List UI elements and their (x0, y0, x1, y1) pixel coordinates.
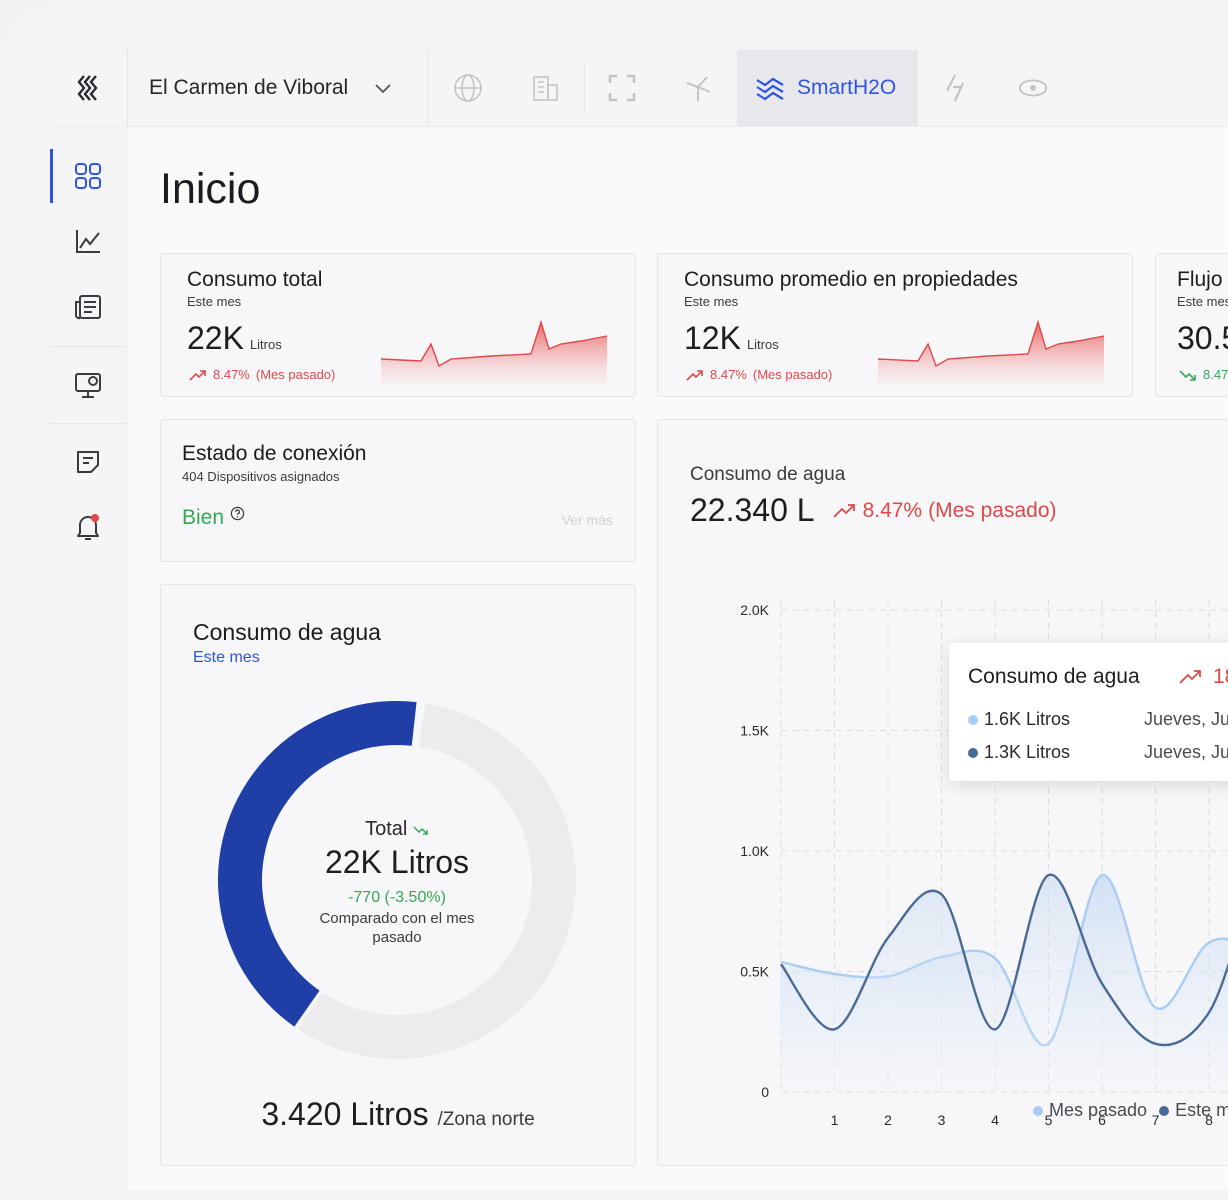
expand-icon[interactable] (606, 72, 638, 104)
trend-up-icon (686, 369, 704, 381)
note-icon (74, 448, 102, 476)
news-icon (74, 293, 102, 321)
sidebar-item-analytics[interactable] (50, 219, 126, 263)
legend-dot (968, 715, 978, 725)
trend-down-icon (1179, 369, 1197, 381)
orbit-icon[interactable] (1017, 72, 1049, 104)
bell-icon (74, 512, 102, 542)
y-tick-label: 1.0K (740, 843, 769, 859)
kpi-card-average[interactable]: Consumo promedio en propiedades Este mes… (657, 253, 1133, 397)
sparkline (381, 314, 609, 384)
tooltip-title: Consumo de agua (968, 665, 1140, 689)
tooltip-row-last-month: 1.6K Litros (968, 709, 1070, 730)
tab-label: SmartH2O (797, 76, 896, 100)
x-tick-label: 2 (884, 1112, 892, 1128)
sidebar-item-notes[interactable] (50, 440, 126, 484)
connection-status: Bien (182, 506, 245, 530)
trend-up-icon (189, 369, 207, 381)
sidebar-item-alerts[interactable] (50, 505, 126, 549)
tooltip-date: Jueves, Ju (1144, 709, 1228, 730)
wind-turbine-icon[interactable] (682, 72, 714, 104)
trend-up-icon (833, 503, 857, 519)
kpi-subtitle: Este mes (1177, 294, 1228, 309)
sidebar-item-monitor[interactable] (50, 363, 126, 407)
trend-down-icon (413, 825, 429, 835)
sidebar-item-dashboard[interactable] (50, 154, 126, 198)
x-tick-label: 3 (938, 1112, 946, 1128)
trend-up-icon (1179, 669, 1205, 685)
kpi-subtitle: Este mes (684, 294, 738, 309)
y-tick-label: 2.0K (740, 602, 769, 618)
kpi-title: Consumo promedio en propiedades (684, 268, 1018, 292)
kpi-title: Flujo (1177, 268, 1223, 292)
waves-icon (755, 75, 785, 101)
donut-center-value: 22K Litros (215, 844, 579, 881)
donut-delta: -770 (-3.50%) (215, 889, 579, 907)
donut-center: Total 22K Litros -770 (-3.50%) Comparado… (215, 698, 579, 1062)
chart-value: 22.340 L 8.47%(Mes pasado) (690, 492, 1057, 529)
y-tick-label: 1.5K (740, 723, 769, 739)
x-tick-label: 4 (991, 1112, 999, 1128)
tooltip-row-this-month: 1.3K Litros (968, 742, 1070, 763)
legend-dot (968, 748, 978, 758)
tab-smarth2o[interactable]: SmartH2O (737, 50, 918, 126)
see-more-link[interactable]: Ver más (562, 512, 613, 528)
donut-center-label: Total (215, 818, 579, 841)
connection-subtitle: 404 Dispositivos asignados (182, 469, 340, 484)
page-title: Inicio (160, 165, 260, 214)
kpi-subtitle: Este mes (187, 294, 241, 309)
tooltip-trend: 18 (1179, 665, 1228, 689)
y-tick-label: 0.5K (740, 964, 769, 980)
chart-legend: Mes pasado Este m (1033, 1100, 1228, 1121)
x-tick-label: 1 (831, 1112, 839, 1128)
kpi-trend: 8.47%(Mes pasado) (686, 367, 832, 382)
building-icon[interactable] (529, 72, 561, 104)
city-selector[interactable]: El Carmen de Viboral (149, 50, 392, 126)
y-tick-label: 0 (761, 1084, 769, 1100)
top-bar: El Carmen de Viboral SmartH2O (50, 50, 1228, 127)
chart-tooltip: Consumo de agua 18 1.6K Litros Jueves, J… (949, 643, 1228, 781)
city-name: El Carmen de Viboral (149, 76, 348, 100)
kpi-trend: 8.47%(Mes pasado) (189, 367, 335, 382)
legend-item-this-month[interactable]: Este m (1159, 1100, 1228, 1121)
legend-item-last-month[interactable]: Mes pasado (1033, 1100, 1147, 1121)
connection-card: Estado de conexión 404 Dispositivos asig… (160, 419, 636, 562)
kpi-value: 30.5 (1177, 320, 1228, 357)
kpi-card-flow[interactable]: Flujo Este mes 30.5 8.47 (1155, 253, 1228, 397)
chart-title: Consumo de agua (690, 464, 845, 486)
help-icon[interactable] (230, 506, 245, 521)
donut-period[interactable]: Este mes (193, 649, 260, 667)
donut-card: Consumo de agua Este mes Total 22K Litro… (160, 584, 636, 1166)
chevron-down-icon (374, 82, 392, 94)
monitor-icon (74, 371, 102, 399)
kpi-trend: 8.47 (1179, 367, 1228, 382)
tooltip-date: Jueves, Ju (1144, 742, 1228, 763)
donut-footer: 3.420 Litros /Zona norte (161, 1096, 635, 1133)
line-chart[interactable]: 00.5K1.0K1.5K2.0K123456789 (657, 530, 1228, 1130)
chart-line-icon (74, 227, 102, 255)
sidebar (50, 127, 127, 1190)
connection-title: Estado de conexión (182, 442, 366, 466)
app-logo[interactable] (50, 50, 127, 126)
kpi-title: Consumo total (187, 268, 322, 292)
donut-compare: Comparado con el mes pasado (315, 909, 479, 947)
logo-icon (76, 74, 102, 102)
globe-icon[interactable] (452, 72, 484, 104)
donut-title: Consumo de agua (193, 619, 381, 646)
bolt-icon[interactable] (940, 72, 972, 104)
sparkline (878, 314, 1106, 384)
app-window: El Carmen de Viboral SmartH2O (50, 50, 1228, 1190)
dashboard-icon (74, 162, 102, 190)
sidebar-item-news[interactable] (50, 285, 126, 329)
